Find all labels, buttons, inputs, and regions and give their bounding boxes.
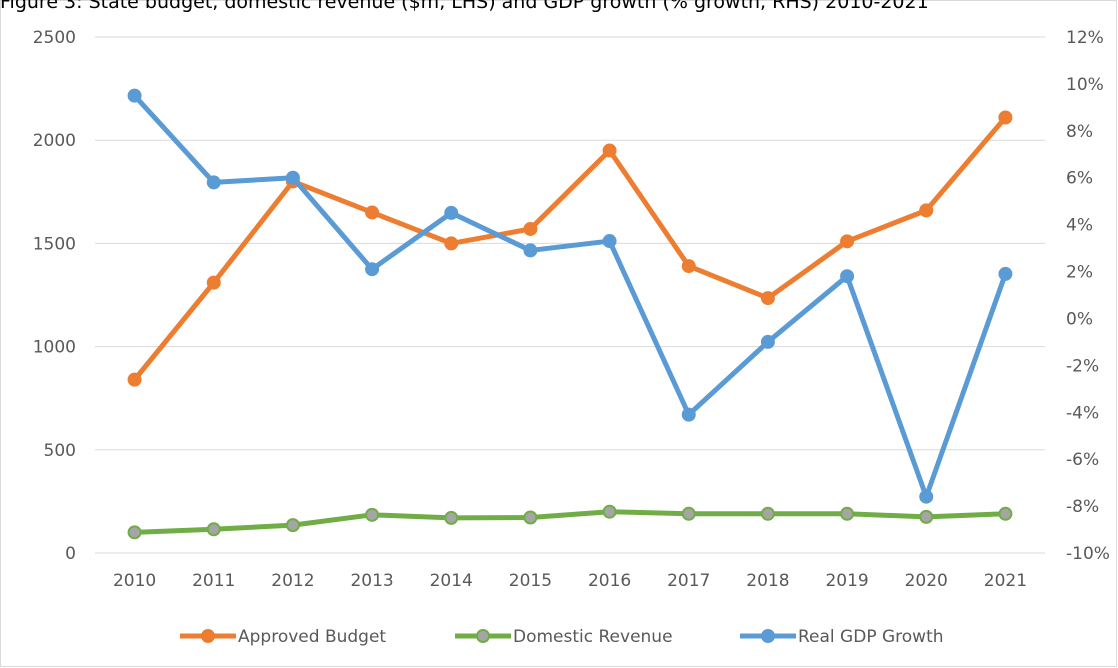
data-point	[523, 510, 538, 525]
data-point	[127, 525, 142, 540]
data-point	[365, 507, 380, 522]
data-point	[602, 234, 617, 249]
series-line	[132, 93, 1008, 500]
series-line	[134, 509, 1006, 535]
x-tick-label: 2019	[825, 571, 868, 591]
data-point	[998, 110, 1013, 125]
y2-tick-label: 0%	[1066, 309, 1093, 329]
data-point	[840, 506, 855, 521]
data-point	[919, 489, 934, 504]
x-tick-label: 2012	[271, 571, 314, 591]
x-tick-label: 2016	[588, 571, 631, 591]
y-tick-label: 2000	[33, 131, 76, 151]
y-tick-label: 500	[44, 441, 76, 461]
legend-marker	[761, 629, 775, 643]
data-point	[760, 291, 775, 306]
y2-tick-label: -6%	[1066, 450, 1099, 470]
x-tick-label: 2011	[192, 571, 235, 591]
y2-tick-label: -10%	[1066, 544, 1110, 564]
y2-tick-label: 2%	[1066, 263, 1093, 283]
y-tick-label: 0	[65, 544, 76, 564]
y2-tick-label: 4%	[1066, 216, 1093, 236]
data-point	[127, 372, 142, 387]
y-tick-label: 2500	[33, 28, 76, 48]
y2-tick-label: 6%	[1066, 169, 1093, 189]
data-point	[444, 236, 459, 251]
data-point	[365, 262, 380, 277]
x-tick-label: 2013	[350, 571, 393, 591]
x-tick-label: 2020	[905, 571, 948, 591]
data-point	[681, 506, 696, 521]
y-tick-label: 1500	[33, 234, 76, 254]
legend-label: Domestic Revenue	[513, 627, 673, 647]
legend-label: Real GDP Growth	[798, 627, 944, 647]
data-point	[840, 269, 855, 284]
data-point	[998, 506, 1013, 521]
data-point	[127, 88, 142, 103]
legend-label: Approved Budget	[238, 627, 386, 647]
y-tick-label: 1000	[33, 338, 76, 358]
data-point	[919, 203, 934, 218]
data-point	[919, 509, 934, 524]
data-point	[681, 259, 696, 274]
data-point	[285, 170, 300, 185]
data-point	[760, 506, 775, 521]
y2-tick-label: -4%	[1066, 403, 1099, 423]
data-point	[206, 522, 221, 537]
data-point	[285, 518, 300, 533]
legend-marker	[476, 629, 490, 643]
data-point	[444, 510, 459, 525]
data-point	[840, 234, 855, 249]
data-point	[602, 504, 617, 519]
data-point	[206, 275, 221, 290]
data-point	[760, 334, 775, 349]
y2-tick-label: -2%	[1066, 356, 1099, 376]
data-point	[602, 143, 617, 158]
series-line	[132, 115, 1008, 382]
chart-title: Figure 3: State budget, domestic revenue…	[0, 0, 929, 13]
x-tick-label: 2014	[430, 571, 473, 591]
data-point	[206, 175, 221, 190]
data-point	[444, 205, 459, 220]
y2-tick-label: -8%	[1066, 497, 1099, 517]
x-tick-label: 2015	[509, 571, 552, 591]
y2-tick-label: 8%	[1066, 122, 1093, 142]
data-point	[681, 407, 696, 422]
legend-marker	[201, 629, 215, 643]
data-point	[523, 243, 538, 258]
x-tick-label: 2017	[667, 571, 710, 591]
x-tick-label: 2018	[746, 571, 789, 591]
y2-tick-label: 12%	[1066, 28, 1104, 48]
data-point	[523, 221, 538, 236]
x-tick-label: 2010	[113, 571, 156, 591]
x-tick-label: 2021	[984, 571, 1027, 591]
data-point	[365, 205, 380, 220]
y2-tick-label: 10%	[1066, 75, 1104, 95]
data-point	[998, 266, 1013, 281]
